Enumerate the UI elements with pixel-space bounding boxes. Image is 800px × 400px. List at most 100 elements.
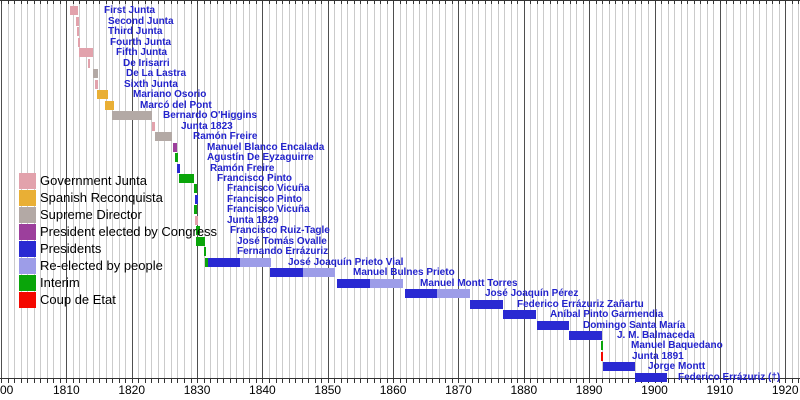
top-tick: [151, 0, 153, 4]
year-gridline: [340, 0, 342, 378]
top-tick: [177, 0, 179, 4]
year-gridline: [177, 0, 179, 378]
bar-label: Junta 1829: [227, 214, 279, 226]
axis-year-label: 1850: [314, 383, 342, 397]
axis-year-label: 1860: [379, 383, 407, 397]
year-gridline: [576, 0, 578, 378]
year-gridline: [282, 0, 283, 378]
top-tick: [242, 0, 244, 4]
bottom-tick: [504, 378, 506, 383]
year-gridline: [746, 0, 747, 378]
bottom-tick: [791, 378, 793, 383]
bottom-tick: [255, 378, 257, 383]
top-tick: [700, 0, 702, 4]
top-tick: [458, 0, 460, 4]
top-tick: [732, 0, 734, 4]
year-gridline: [406, 0, 408, 378]
top-tick: [785, 0, 787, 4]
bar-label: De La Lastra: [126, 68, 187, 80]
bottom-tick: [157, 378, 159, 383]
axis-baseline: [0, 378, 800, 379]
top-tick: [112, 0, 114, 4]
top-tick: [523, 0, 525, 4]
bottom-tick: [197, 378, 199, 383]
year-gridline: [255, 0, 257, 378]
year-gridline: [373, 0, 375, 378]
decade-gridline: [523, 0, 525, 378]
bottom-tick: [497, 378, 499, 383]
top-tick: [589, 0, 591, 4]
timeline-bar: [112, 111, 152, 121]
bottom-tick: [223, 378, 225, 383]
bottom-tick: [20, 378, 22, 383]
top-tick: [582, 0, 584, 4]
bar-label: Domingo Santa María: [583, 319, 686, 331]
legend-swatch-supreme_director: [19, 207, 36, 223]
year-gridline: [112, 0, 114, 378]
top-tick: [99, 0, 100, 4]
bottom-tick: [92, 378, 94, 383]
year-gridline: [759, 0, 761, 378]
legend-swatch-junta: [19, 173, 36, 189]
bottom-tick: [556, 378, 558, 383]
year-gridline: [268, 0, 270, 378]
bar-label: Bernardo O'Higgins: [163, 110, 258, 122]
top-tick: [746, 0, 747, 4]
bottom-tick: [347, 378, 349, 383]
bottom-tick: [308, 378, 310, 383]
bottom-tick: [249, 378, 251, 383]
year-gridline: [693, 0, 695, 378]
bottom-tick: [282, 378, 283, 383]
top-tick: [602, 0, 604, 4]
bar-label: Third Junta: [108, 26, 163, 38]
year-gridline: [765, 0, 767, 378]
top-tick: [713, 0, 715, 4]
top-tick: [765, 0, 767, 4]
year-gridline: [210, 0, 212, 378]
top-tick: [641, 0, 643, 4]
year-gridline: [798, 0, 800, 378]
top-tick: [719, 0, 721, 4]
year-gridline: [667, 0, 669, 378]
legend-label: Presidents: [40, 241, 102, 256]
bottom-tick: [510, 378, 512, 383]
timeline-bar: [469, 299, 503, 309]
year-gridline: [164, 0, 166, 378]
top-tick: [249, 0, 251, 4]
year-gridline: [353, 0, 355, 378]
top-tick: [118, 0, 120, 4]
bottom-tick: [268, 378, 270, 383]
timeline-bar: [75, 16, 80, 26]
bottom-tick: [478, 378, 480, 383]
top-tick: [268, 0, 270, 4]
year-gridline: [634, 0, 636, 378]
bottom-tick: [752, 378, 754, 383]
year-gridline: [465, 0, 466, 378]
year-gridline: [478, 0, 480, 378]
top-tick: [321, 0, 323, 4]
bottom-tick: [295, 378, 297, 383]
timeline-bar: [269, 268, 303, 278]
top-tick: [367, 0, 368, 4]
year-gridline: [608, 0, 610, 378]
timeline-bar: [152, 121, 155, 131]
legend-swatch-president: [19, 241, 36, 257]
top-tick: [419, 0, 421, 4]
year-gridline: [125, 0, 127, 378]
top-tick: [621, 0, 623, 4]
top-tick: [92, 0, 94, 4]
timeline-bar: [174, 153, 179, 162]
bar-label: Aníbal Pinto Garmendia: [550, 309, 664, 320]
year-gridline: [59, 0, 61, 378]
timeline-bar: [87, 58, 91, 68]
top-tick: [138, 0, 140, 4]
decade-gridline: [458, 0, 460, 378]
bottom-tick: [798, 378, 800, 383]
year-gridline: [86, 0, 87, 378]
year-gridline: [72, 0, 74, 378]
bottom-tick: [14, 378, 16, 383]
timeline-bar: [204, 257, 209, 267]
bar-label: Mariano Osorio: [133, 89, 207, 101]
bottom-tick: [373, 378, 375, 383]
top-tick: [608, 0, 610, 4]
